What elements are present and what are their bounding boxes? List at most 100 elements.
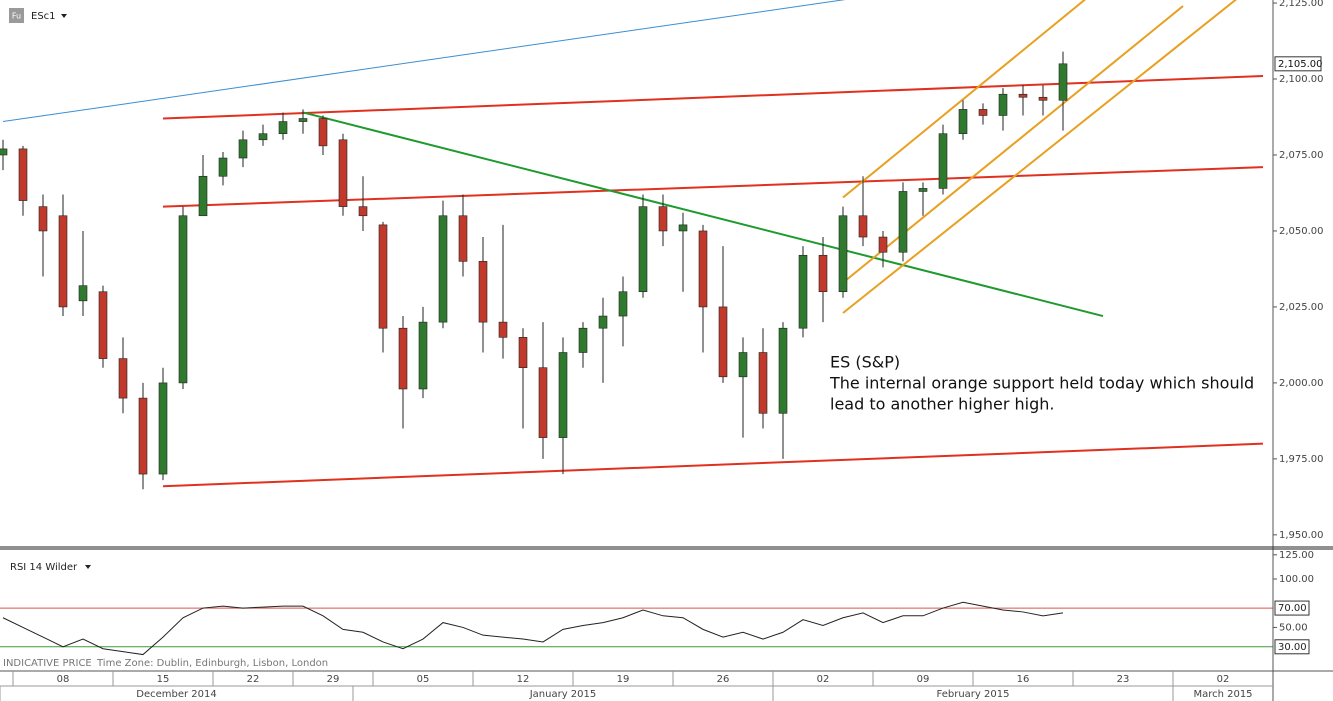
y-tick-label: 2,025.00 [1279, 302, 1324, 313]
y-tick-label: 2,050.00 [1279, 226, 1324, 237]
reference-label: 70.00 [1278, 603, 1307, 614]
symbol-icon-text: Fu [12, 12, 21, 21]
trendline [162, 442, 1264, 488]
candle-body [158, 382, 168, 475]
candle-body [678, 224, 688, 232]
reference-label-box [1274, 639, 1310, 655]
candle-body [78, 285, 88, 302]
candle-body [238, 139, 248, 159]
candle-body [458, 215, 468, 262]
annotation-title: ES (S&P) [830, 353, 900, 372]
candle-body [618, 291, 628, 317]
x-tick-label: 19 [617, 674, 630, 685]
last-price-box [1274, 56, 1322, 72]
candle-body [298, 118, 308, 122]
candle-body [958, 109, 968, 135]
symbol-header[interactable]: Fu ESc1 [9, 8, 67, 23]
candle-body [18, 148, 28, 201]
time-zone-note: Time Zone: Dublin, Edinburgh, Lisbon, Lo… [96, 658, 328, 669]
rsi-header[interactable]: RSI 14 Wilder [10, 562, 91, 573]
x-tick-label: 09 [917, 674, 930, 685]
candle-body [98, 291, 108, 359]
indicator-name[interactable]: RSI 14 Wilder [10, 562, 78, 573]
last-price-label: 2,105.00 [1278, 59, 1323, 70]
y-tick-label: 50.00 [1279, 622, 1308, 633]
y-tick-label: 1,950.00 [1279, 530, 1324, 541]
x-tick-label: 23 [1117, 674, 1130, 685]
dropdown-arrow[interactable] [61, 14, 67, 18]
x-tick-label: 15 [157, 674, 170, 685]
symbol-icon [9, 8, 24, 23]
annotation-line: The internal orange support held today w… [829, 374, 1254, 393]
x-tick-label: 22 [247, 674, 260, 685]
symbol-name[interactable]: ESc1 [31, 11, 56, 22]
candle-body [758, 352, 768, 414]
dropdown-arrow[interactable] [85, 565, 91, 569]
x-tick-label: 02 [817, 674, 830, 685]
candle-body [998, 93, 1008, 116]
candle-body [0, 148, 8, 156]
candle-body [898, 191, 908, 253]
trendline [2, 0, 846, 123]
rsi-plot [0, 601, 1273, 656]
month-tick-label: February 2015 [937, 689, 1010, 700]
candle-body [438, 215, 448, 323]
candle-body [658, 206, 668, 232]
rsi-line [2, 601, 1064, 656]
candle-body [718, 306, 728, 378]
candle-body [278, 121, 288, 135]
candle-body [198, 175, 208, 217]
candle-body [398, 327, 408, 390]
candle-body [738, 352, 748, 378]
x-tick-label: 12 [517, 674, 530, 685]
candle-body [978, 109, 988, 116]
y-tick-label: 2,075.00 [1279, 150, 1324, 161]
reference-label: 30.00 [1278, 642, 1307, 653]
candle-body [358, 206, 368, 217]
trendline [842, 0, 1087, 199]
x-tick-label: 29 [327, 674, 340, 685]
candle-body [498, 321, 508, 338]
x-tick-label: 05 [417, 674, 430, 685]
candle-body [858, 215, 868, 238]
candle-body [178, 215, 188, 384]
candle-body [218, 157, 228, 177]
candle-body [798, 254, 808, 329]
candle-body [778, 327, 788, 414]
candle-body [1058, 63, 1068, 101]
price-plot [0, 0, 1264, 490]
month-tick-label: January 2015 [529, 689, 597, 700]
price-axis-area [1273, 0, 1333, 701]
candle-body [1038, 96, 1048, 101]
y-tick-label: 2,100.00 [1279, 74, 1324, 85]
candle-body [258, 133, 268, 141]
reference-label-box [1274, 600, 1310, 616]
candle-body [58, 215, 68, 308]
y-tick-label: 1,975.00 [1279, 454, 1324, 465]
candle-body [538, 367, 548, 438]
annotation-line: lead to another higher high. [830, 395, 1055, 414]
candle-body [818, 254, 828, 293]
month-tick-label: March 2015 [1193, 689, 1252, 700]
candle-body [838, 215, 848, 293]
y-tick-label: 2,000.00 [1279, 378, 1324, 389]
candle-body [578, 327, 588, 353]
candle-body [558, 352, 568, 438]
trendline [842, 0, 1237, 314]
y-tick-label: 125.00 [1279, 550, 1314, 561]
x-tick-label: 08 [57, 674, 70, 685]
candle-body [918, 188, 928, 192]
y-tick-label: 2,125.00 [1279, 0, 1324, 9]
candle-body [938, 133, 948, 189]
candle-body [638, 206, 648, 293]
month-tick-label: December 2014 [136, 689, 216, 700]
candle-body [878, 236, 888, 253]
candle-body [378, 224, 388, 329]
annotation: ES (S&P) The internal orange support hel… [829, 353, 1254, 414]
candle-body [478, 261, 488, 323]
candle-body [698, 230, 708, 308]
